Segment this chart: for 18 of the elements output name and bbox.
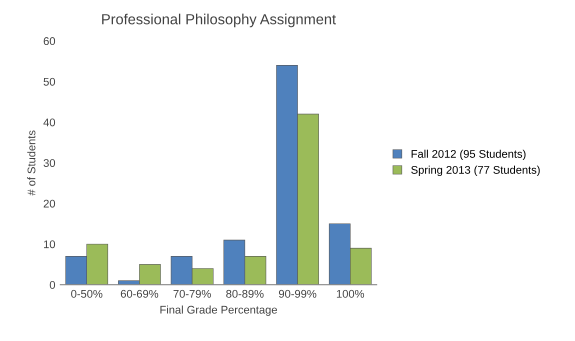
x-tick-label: 100%: [336, 290, 364, 298]
y-axis-title: # of Students: [27, 130, 36, 196]
legend-label: Fall 2012 (95 Students): [412, 150, 526, 160]
y-tick-label: 60: [44, 37, 56, 46]
y-tick-label: 20: [44, 200, 56, 208]
y-tick-label: 10: [44, 240, 56, 248]
x-tick-label: 90-99%: [278, 290, 316, 298]
y-tick-label: 50: [44, 78, 56, 86]
x-tick-label: 80-89%: [226, 290, 264, 298]
y-tick-label: 30: [44, 159, 56, 167]
x-tick-label: 60-69%: [120, 290, 158, 298]
x-tick-label: 70-79%: [174, 290, 211, 298]
y-tick-label: 40: [43, 118, 56, 126]
x-tick-label: 0-50%: [71, 290, 102, 298]
y-tick-label: 0: [50, 281, 56, 289]
x-axis-title: Final Grade Percentage: [160, 306, 277, 316]
legend-label: Spring 2013 (77 Students): [411, 166, 540, 176]
chart-title: Professional Philosophy Assignment: [102, 14, 336, 28]
